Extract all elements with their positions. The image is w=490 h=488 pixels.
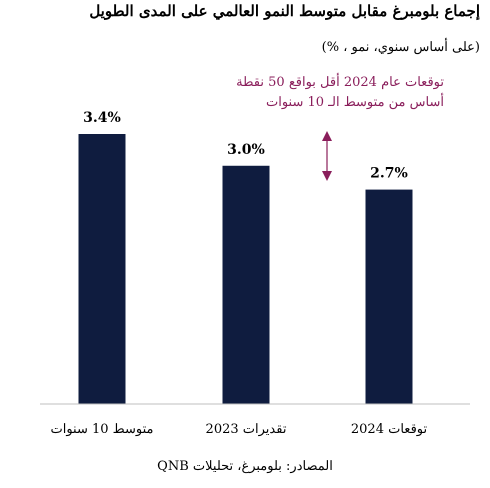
value-label-1: 3.4% <box>83 110 121 126</box>
source-note: المصادر: بلومبرغ، تحليلات QNB <box>157 459 333 474</box>
category-label-3: توقعات 2024 <box>351 422 428 437</box>
bars-group <box>78 134 413 404</box>
value-label-2: 3.0% <box>227 142 265 158</box>
annotation-line-1: توقعات عام 2024 أقل بواقع 50 نقطة <box>236 75 444 90</box>
bar-1 <box>78 134 126 404</box>
annotation-line-2: أساس من متوسط الـ 10 سنوات <box>265 95 444 110</box>
chart-title: إجماع بلومبرغ مقابل متوسط النمو العالمي … <box>89 2 480 20</box>
value-label-3: 2.7% <box>370 166 408 182</box>
double-arrow-icon <box>322 131 332 181</box>
bar-2 <box>222 165 270 404</box>
category-label-1: متوسط 10 سنوات <box>50 422 153 437</box>
bar-3 <box>365 189 413 404</box>
annotation: توقعات عام 2024 أقل بواقع 50 نقطة أساس م… <box>184 73 444 113</box>
category-label-2: تقديرات 2023 <box>206 422 287 437</box>
chart-subtitle: (على أساس سنوي، نمو ، %) <box>321 40 480 55</box>
category-labels-group: متوسط 10 سنوات تقديرات 2023 توقعات 2024 <box>50 422 427 437</box>
value-labels-group: 3.4% 3.0% 2.7% <box>83 110 408 182</box>
